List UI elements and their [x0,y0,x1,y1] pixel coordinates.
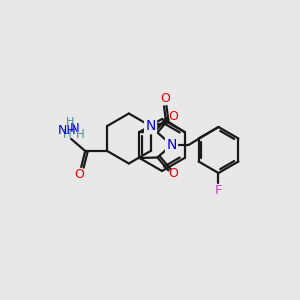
Text: F: F [215,184,222,196]
Text: N: N [69,122,79,134]
Text: O: O [74,167,84,181]
Text: NH: NH [58,124,76,137]
Text: H: H [63,128,72,140]
Text: O: O [169,110,178,123]
Text: H: H [66,117,74,127]
Text: O: O [169,167,178,180]
Text: O: O [160,92,170,106]
Text: N: N [166,138,177,152]
Text: H: H [76,128,85,140]
Text: N: N [145,119,156,133]
